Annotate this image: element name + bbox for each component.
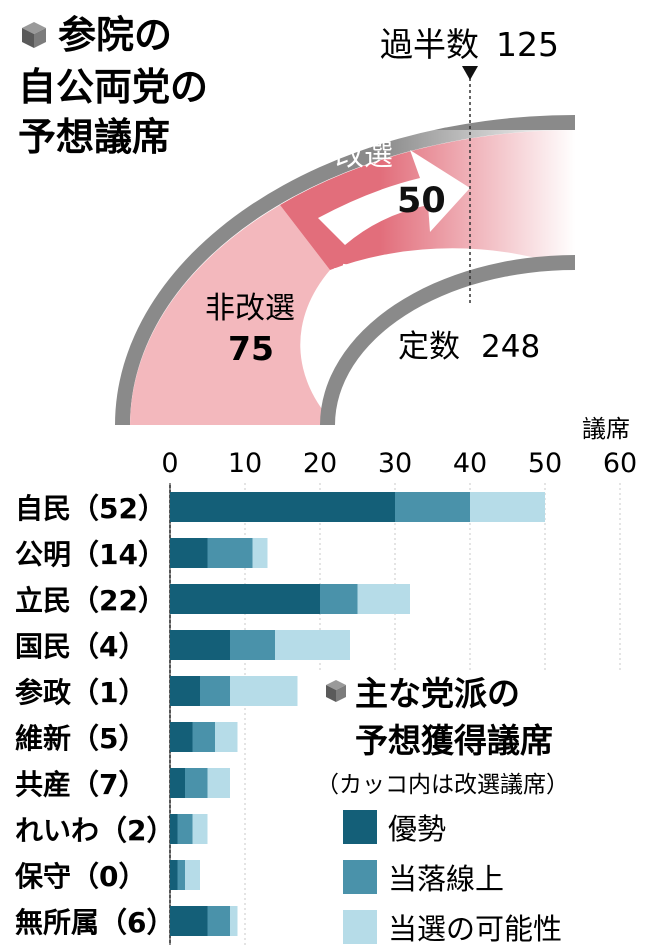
bar-segment	[192, 722, 215, 752]
category-label: 保守（0）	[15, 860, 146, 893]
unit-label: 議席	[582, 415, 630, 443]
legend-note: （カッコ内は改選議席）	[316, 772, 569, 798]
bar-segment	[170, 722, 193, 752]
inner-arc-outline	[320, 255, 575, 425]
bar-segment	[320, 584, 358, 614]
category-label: 公明（14）	[15, 538, 166, 571]
bar-segment	[215, 722, 238, 752]
category-label: 自民（52）	[15, 492, 166, 525]
bar-segment	[207, 768, 230, 798]
bar-segment	[185, 768, 208, 798]
bar-segment	[170, 630, 230, 660]
seat-diagram: 過半数 125 改選 50 自公 非改選 75 定数 248	[115, 25, 575, 425]
x-tick-label: 60	[603, 448, 637, 479]
x-tick-label: 10	[228, 448, 262, 479]
bar-segment	[185, 860, 200, 890]
bar-segment	[252, 538, 268, 568]
bar-segment	[170, 860, 178, 890]
x-tick-label: 0	[161, 448, 178, 479]
category-label: 国民（4）	[15, 630, 146, 663]
majority-marker	[462, 66, 478, 80]
bar-segment	[230, 906, 238, 936]
bar-segment	[170, 676, 200, 706]
coalition-label: 自公	[330, 263, 390, 298]
bar-segment	[357, 584, 410, 614]
category-label: 維新（5）	[15, 722, 146, 755]
majority-label: 過半数	[380, 25, 479, 64]
bar-segment	[170, 906, 208, 936]
bar-segment	[170, 768, 185, 798]
category-label: 無所属（6）	[15, 906, 174, 939]
category-label: 立民（22）	[15, 584, 166, 617]
bar-chart: 議席 0 10 20 30 40 50 60 自民（52） 公明（14） 立民（22） 国民（4）…	[15, 415, 637, 945]
legend-swatch	[343, 810, 377, 844]
total-value: 248	[481, 329, 540, 365]
headline: 参院の 自公両党の 予想議席	[18, 13, 208, 159]
majority-value: 125	[496, 25, 559, 64]
non-contested-sector	[130, 205, 335, 425]
seat-arrow	[318, 150, 470, 245]
bar-segment	[395, 492, 470, 522]
category-label: 共産（7）	[15, 768, 146, 801]
legend-swatch	[343, 860, 377, 894]
legend-swatch	[343, 910, 377, 944]
bar-segment	[170, 538, 208, 568]
cube-icon	[326, 680, 346, 702]
non-contested-label: 非改選	[205, 291, 295, 326]
legend-item-label: 当選の可能性	[388, 912, 562, 946]
bar-segment	[207, 906, 230, 936]
headline-line-2: 自公両党の	[18, 65, 208, 109]
x-tick-label: 40	[453, 448, 487, 479]
bar-segment	[200, 676, 230, 706]
x-tick-label: 50	[528, 448, 562, 479]
bar-segment	[177, 814, 193, 844]
headline-line-3: 予想議席	[18, 115, 170, 159]
bar-segment	[275, 630, 350, 660]
bar-segment	[170, 584, 320, 614]
legend-item-label: 当落線上	[388, 862, 504, 896]
bar-segment	[177, 860, 185, 890]
cube-icon	[22, 22, 46, 48]
total-label: 定数	[398, 329, 460, 365]
legend-item-label: 優勢	[388, 812, 446, 846]
legend-title-line-1: 主な党派の	[355, 674, 520, 713]
headline-line-1: 参院の	[58, 13, 172, 57]
bar-segment	[230, 676, 298, 706]
bar-segment	[470, 492, 545, 522]
bar-segment	[207, 538, 253, 568]
x-tick-label: 20	[303, 448, 337, 479]
category-label: 参政（1）	[15, 676, 146, 709]
x-tick-label: 30	[378, 448, 412, 479]
contested-label: 改選	[335, 138, 393, 172]
non-contested-value: 75	[228, 329, 274, 368]
bar-segment	[230, 630, 275, 660]
legend-title-line-2: 予想獲得議席	[355, 721, 553, 760]
category-label: れいわ（2）	[15, 814, 174, 847]
bar-segment	[170, 492, 395, 522]
contested-value: 50	[397, 181, 446, 221]
bar-segment	[192, 814, 208, 844]
bar-segment	[170, 814, 178, 844]
